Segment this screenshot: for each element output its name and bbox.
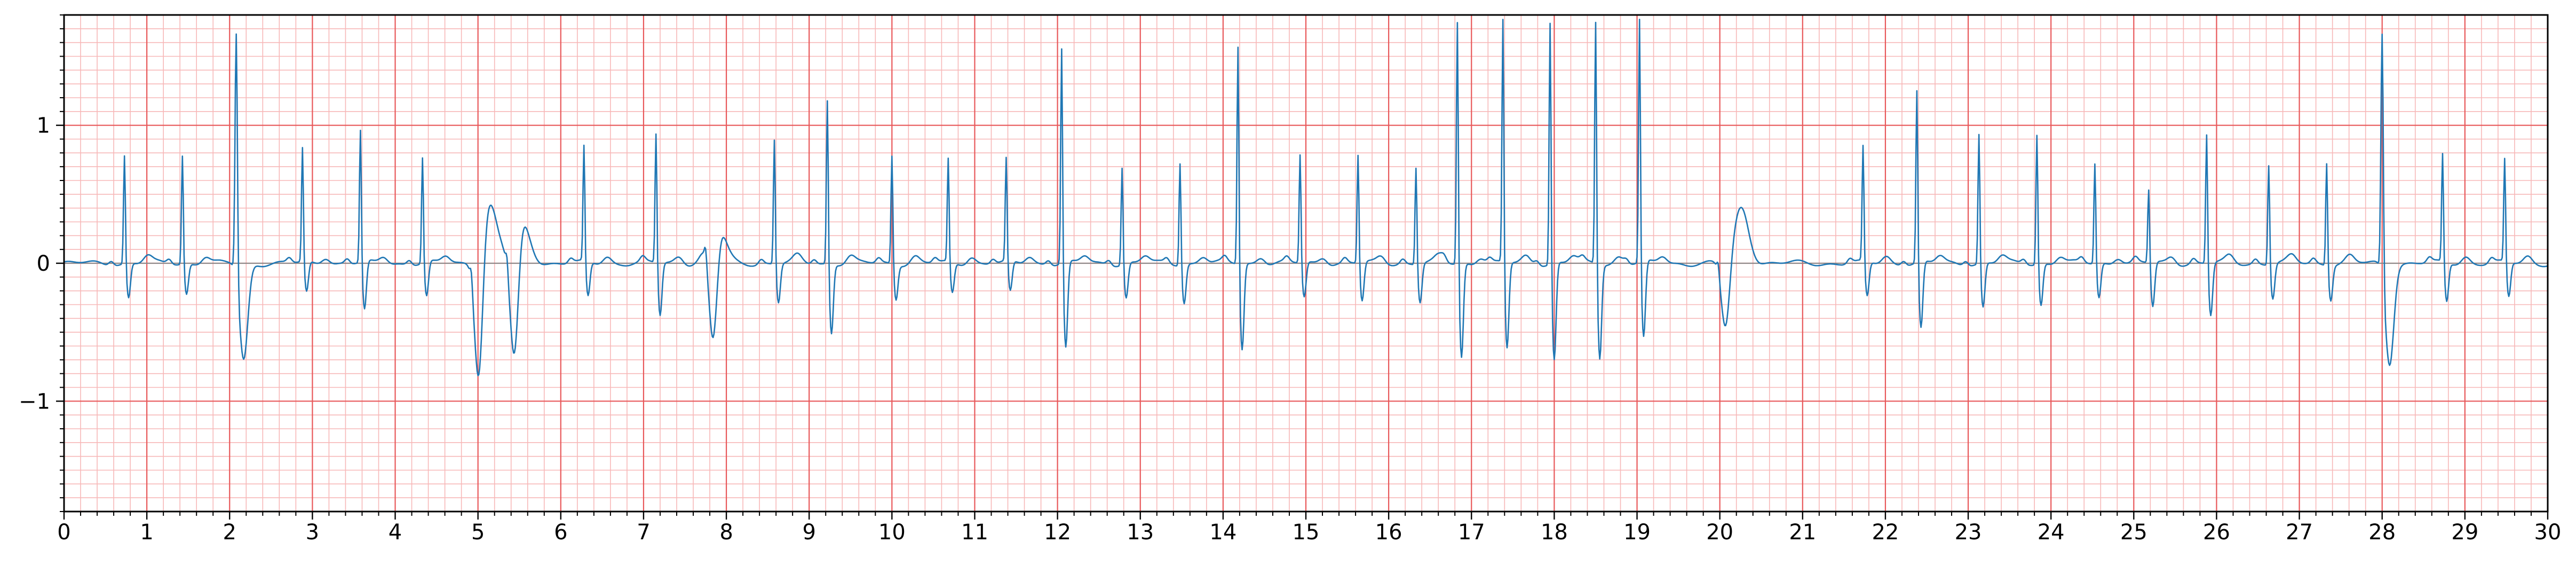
x-tick-label: 1 bbox=[140, 520, 153, 545]
ecg-series bbox=[64, 19, 2548, 376]
x-tick-label: 11 bbox=[961, 520, 988, 545]
y-tick-label: 0 bbox=[37, 251, 50, 276]
x-tick-label: 29 bbox=[2451, 520, 2478, 545]
x-tick-label: 19 bbox=[1623, 520, 1651, 545]
x-tick-label: 13 bbox=[1127, 520, 1154, 545]
y-tick-label: −1 bbox=[19, 389, 50, 414]
x-tick-label: 6 bbox=[554, 520, 567, 545]
x-tick-label: 20 bbox=[1706, 520, 1733, 545]
x-tick-label: 3 bbox=[306, 520, 319, 545]
x-tick-label: 25 bbox=[2120, 520, 2147, 545]
x-tick-label: 10 bbox=[878, 520, 906, 545]
x-tick-label: 8 bbox=[719, 520, 733, 545]
x-tick-label: 7 bbox=[637, 520, 650, 545]
x-tick-label: 24 bbox=[2038, 520, 2065, 545]
y-tick-label: 1 bbox=[37, 114, 50, 138]
x-tick-label: 17 bbox=[1458, 520, 1485, 545]
ecg-line bbox=[64, 19, 2548, 376]
x-tick-label: 22 bbox=[1872, 520, 1899, 545]
x-tick-label: 27 bbox=[2286, 520, 2313, 545]
x-tick-label: 2 bbox=[223, 520, 236, 545]
x-tick-label: 28 bbox=[2368, 520, 2396, 545]
x-tick-label: 16 bbox=[1375, 520, 1402, 545]
x-tick-label: 23 bbox=[1955, 520, 1982, 545]
x-tick-label: 26 bbox=[2203, 520, 2230, 545]
x-tick-label: 0 bbox=[57, 520, 70, 545]
y-axis-ticks: −1 0 1 bbox=[19, 14, 64, 512]
x-tick-label: 30 bbox=[2534, 520, 2562, 545]
x-tick-label: 18 bbox=[1541, 520, 1568, 545]
x-tick-label: 15 bbox=[1293, 520, 1320, 545]
x-tick-label: 5 bbox=[471, 520, 485, 545]
x-tick-label: 4 bbox=[389, 520, 402, 545]
x-tick-label: 12 bbox=[1044, 520, 1071, 545]
x-axis-ticks: 0 1 2 3 4 5 6 7 8 9 10 11 12 13 14 15 16 17 18 19 20 21 22 23 24… bbox=[57, 512, 2561, 545]
x-tick-label: 14 bbox=[1209, 520, 1237, 545]
x-tick-label: 9 bbox=[802, 520, 815, 545]
x-tick-label: 21 bbox=[1789, 520, 1816, 545]
